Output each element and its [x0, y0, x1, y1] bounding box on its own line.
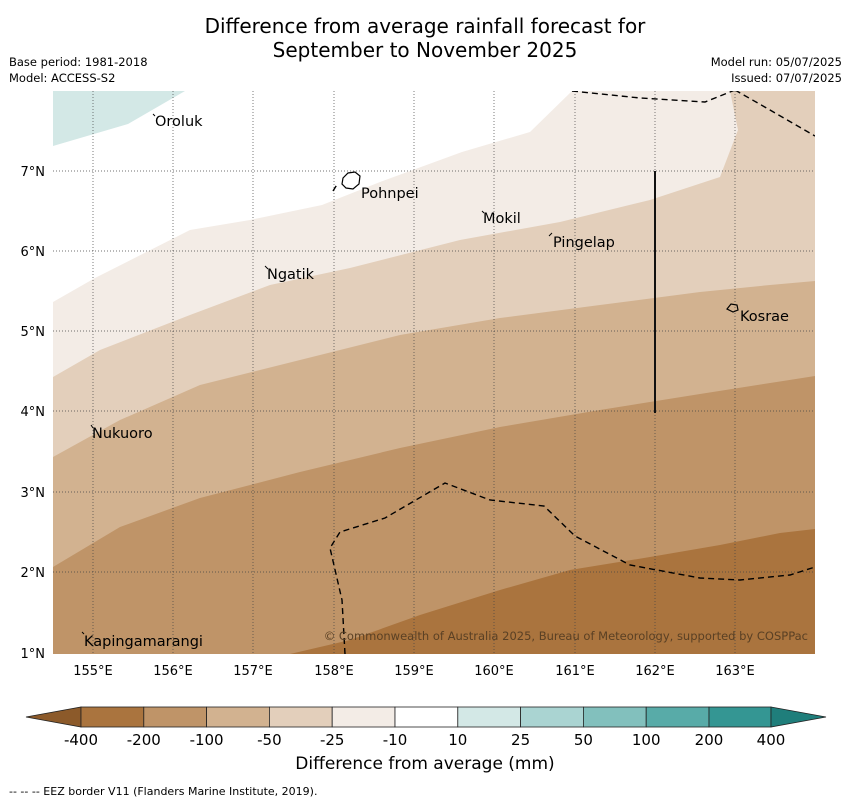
nukuoro-marker [90, 424, 94, 429]
base-period: Base period: 1981-2018 [9, 55, 148, 69]
metadata-left: Base period: 1981-2018 Model: ACCESS-S2 [9, 54, 148, 86]
colorbar-bin-11 [708, 706, 772, 728]
pohnpei-island [341, 171, 361, 190]
lon-159: 159°E [394, 664, 434, 679]
colorbar-labels: -400 -200 -100 -50 -25 -10 10 25 50 100 … [64, 731, 785, 749]
eez-border-northeast [735, 91, 815, 137]
label-mokil: Mokil [483, 211, 521, 227]
issued-date: Issued: 07/07/2025 [731, 71, 842, 85]
colorbar-bin-5 [331, 706, 396, 728]
colorbar-bin-1 [80, 706, 145, 728]
latitude-labels: 7°N 6°N 5°N 4°N 3°N 2°N 1°N [21, 165, 46, 662]
label-kosrae: Kosrae [740, 309, 789, 325]
colorbar-extend-high [770, 706, 827, 728]
eez-border-south [329, 482, 815, 654]
mokil-marker [481, 210, 485, 214]
colorbar-bin-10 [645, 706, 710, 728]
label-oroluk: Oroluk [155, 114, 203, 130]
label-pingelap: Pingelap [553, 235, 615, 251]
lon-160: 160°E [474, 664, 514, 679]
kosrae-island [726, 303, 739, 313]
lon-162: 162°E [635, 664, 675, 679]
lon-161: 161°E [555, 664, 595, 679]
lat-5: 5°N [21, 325, 46, 340]
lat-7: 7°N [21, 165, 46, 180]
map-title: Difference from average rainfall forecas… [0, 14, 850, 62]
cb-label-6: -10 [383, 731, 408, 749]
eez-footnote: -- -- -- EEZ border V11 (Flanders Marine… [9, 785, 318, 798]
lon-163: 163°E [715, 664, 755, 679]
eez-border-pohnpei [332, 182, 339, 192]
model-name: Model: ACCESS-S2 [9, 71, 116, 85]
eez-border-north [571, 91, 735, 103]
colorbar-bin-2 [143, 706, 208, 728]
eez-borders [329, 91, 815, 654]
band-positive-10-25 [53, 91, 185, 146]
label-ngatik: Ngatik [267, 267, 315, 283]
metadata-right: Model run: 05/07/2025 Issued: 07/07/2025 [711, 54, 842, 86]
colorbar-bin-7 [457, 706, 521, 728]
cb-label-9: 50 [574, 731, 593, 749]
lat-1: 1°N [21, 647, 46, 662]
colorbar-title: Difference from average (mm) [295, 754, 555, 774]
label-kapingamarangi: Kapingamarangi [84, 634, 203, 650]
colorbar [25, 706, 827, 728]
label-nukuoro: Nukuoro [92, 426, 153, 442]
place-labels: Oroluk Pohnpei Mokil Pingelap Ngatik Kos… [84, 114, 789, 650]
cb-label-8: 25 [511, 731, 530, 749]
cb-label-5: -25 [320, 731, 345, 749]
lon-155: 155°E [73, 664, 113, 679]
atoll-markers [81, 113, 553, 635]
cb-label-2: -200 [127, 731, 161, 749]
cb-label-12: 400 [757, 731, 786, 749]
colorbar-bin-9 [583, 706, 647, 728]
band-neg-200-400 [290, 529, 815, 654]
cb-label-11: 200 [695, 731, 724, 749]
title-line-2: September to November 2025 [272, 38, 578, 62]
cb-label-3: -100 [190, 731, 224, 749]
colorbar-bin-3 [206, 706, 270, 728]
lon-157: 157°E [233, 664, 273, 679]
lat-6: 6°N [21, 245, 46, 260]
colorbar-bin-6 [394, 706, 459, 728]
lat-2: 2°N [21, 566, 46, 581]
cb-label-10: 100 [632, 731, 661, 749]
ngatik-marker [264, 265, 269, 270]
oroluk-marker [152, 113, 156, 117]
lon-156: 156°E [153, 664, 193, 679]
cb-label-4: -50 [257, 731, 282, 749]
lat-4: 4°N [21, 405, 46, 420]
copyright-notice: © Commonwealth of Australia 2025, Bureau… [324, 629, 808, 643]
pingelap-marker [548, 232, 553, 237]
colorbar-bin-8 [520, 706, 584, 728]
cb-label-7: 10 [448, 731, 467, 749]
label-pohnpei: Pohnpei [361, 186, 419, 202]
title-line-1: Difference from average rainfall forecas… [204, 14, 646, 38]
model-run: Model run: 05/07/2025 [710, 55, 842, 69]
colorbar-extend-low [25, 706, 82, 728]
cb-label-1: -400 [64, 731, 98, 749]
lon-158: 158°E [314, 664, 354, 679]
colorbar-bin-4 [268, 706, 333, 728]
lat-3: 3°N [21, 486, 46, 501]
kapingamarangi-marker [81, 631, 85, 635]
longitude-labels: 155°E 156°E 157°E 158°E 159°E 160°E 161°… [73, 664, 755, 679]
